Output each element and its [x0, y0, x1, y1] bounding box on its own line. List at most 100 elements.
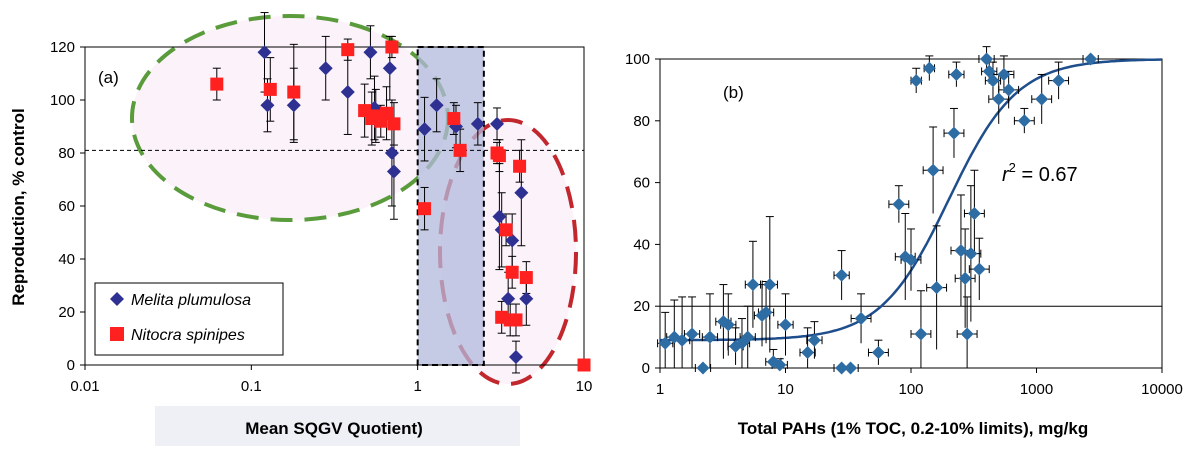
data-point-nitocra: [387, 117, 401, 131]
data-point: [1035, 92, 1049, 106]
data-point: [773, 358, 787, 372]
legend-marker-nitocra: [110, 327, 124, 341]
y-tick-label: 100: [625, 51, 650, 68]
data-point: [746, 278, 760, 292]
data-point-nitocra: [509, 313, 523, 327]
y-tick-label: 80: [633, 113, 650, 130]
data-point-nitocra: [492, 149, 506, 163]
data-point: [741, 330, 755, 344]
data-point-nitocra: [418, 202, 432, 216]
data-point: [703, 330, 717, 344]
legend-label-nitocra: Nitocra spinipes: [131, 327, 245, 344]
data-point-nitocra: [380, 106, 394, 120]
data-point: [801, 346, 815, 360]
data-point-melita: [519, 291, 534, 306]
x-tick-label: 1000: [1020, 381, 1053, 398]
data-point-melita: [514, 185, 529, 200]
data-point-nitocra: [287, 85, 301, 99]
data-point: [947, 126, 961, 140]
r-squared-annotation: r2 = 0.67: [1002, 160, 1078, 186]
x-tick-label: 1: [656, 381, 664, 398]
x-tick-label: 10: [777, 381, 794, 398]
y-tick-label: 120: [50, 39, 75, 56]
panel-b-marks: [657, 46, 1099, 375]
data-point-nitocra: [341, 43, 355, 57]
data-point-melita: [429, 98, 444, 113]
data-point: [914, 327, 928, 341]
data-point-melita: [508, 350, 523, 365]
y-tick-label: 60: [58, 198, 75, 215]
data-point-melita: [340, 85, 355, 100]
data-point-melita: [318, 61, 333, 76]
panel-b: 1 10 100 1000 10000 0 20 40 60 80 100 (b) r2 = 0.6…: [625, 46, 1183, 438]
data-point: [835, 268, 849, 282]
data-point: [986, 74, 1000, 88]
legend-marker-melita: [110, 292, 124, 306]
y-tick-label: 20: [633, 298, 650, 315]
panel-a-label: (a): [98, 68, 119, 87]
panel-a-x-axis-label: Mean SQGV Quotient): [245, 419, 423, 438]
panel-b-ticks: 1 10 100 1000 10000 0 20 40 60 80 100: [625, 51, 1183, 398]
panel-b-label: (b): [723, 83, 744, 102]
data-point: [982, 64, 996, 78]
data-point: [958, 271, 972, 285]
data-point-nitocra: [513, 159, 527, 173]
x-tick-label: 10000: [1141, 381, 1183, 398]
data-point-nitocra: [385, 40, 399, 54]
data-point-nitocra: [263, 82, 277, 96]
panel-a-marks: [210, 12, 591, 374]
data-point: [763, 278, 777, 292]
data-point: [854, 312, 868, 326]
y-tick-label: 80: [58, 145, 75, 162]
data-point-melita: [382, 61, 397, 76]
data-point: [779, 318, 792, 332]
data-point: [922, 61, 936, 75]
data-point-nitocra: [453, 143, 467, 157]
y-tick-label: 0: [67, 357, 75, 374]
data-point: [807, 333, 821, 347]
data-point-nitocra: [499, 223, 513, 237]
data-point-melita: [470, 116, 485, 131]
x-tick-label: 0.01: [70, 378, 99, 395]
y-tick-label: 0: [642, 360, 650, 377]
data-point-melita: [260, 98, 275, 113]
panel-b-x-axis-label: Total PAHs (1% TOC, 0.2-10% limits), mg/…: [738, 419, 1088, 438]
data-point: [675, 333, 689, 347]
data-point-melita: [286, 98, 301, 113]
x-tick-label: 0.1: [241, 378, 262, 395]
data-point: [972, 262, 986, 276]
data-point-melita: [363, 45, 378, 60]
data-point: [964, 247, 978, 261]
y-tick-label: 60: [633, 175, 650, 192]
data-point-melita: [417, 122, 432, 137]
data-point: [926, 163, 940, 177]
panel-a-legend: Melita plumulosa Nitocra spinipes: [94, 282, 284, 356]
data-point: [1084, 52, 1098, 66]
r-symbol: r: [1002, 164, 1010, 186]
panel-b-plot-frame: [659, 58, 1163, 369]
data-point: [997, 67, 1011, 81]
data-point: [759, 305, 773, 319]
data-point: [930, 281, 944, 295]
data-point-melita: [384, 146, 399, 160]
data-point-melita: [501, 291, 516, 306]
panel-a-y-axis-label: Reproduction, % control: [9, 108, 28, 305]
x-tick-label: 100: [898, 381, 923, 398]
r-superscript: 2: [1009, 160, 1016, 175]
data-point: [1017, 114, 1031, 128]
data-point: [685, 327, 699, 341]
data-point-nitocra: [505, 265, 519, 279]
y-tick-label: 40: [58, 251, 75, 268]
y-tick-label: 100: [50, 92, 75, 109]
data-point: [721, 318, 735, 332]
data-point: [658, 336, 672, 350]
data-point: [992, 92, 1006, 106]
data-point: [960, 327, 974, 341]
x-tick-label: 10: [576, 378, 593, 395]
data-point: [1002, 83, 1016, 97]
data-point: [904, 253, 918, 267]
data-point: [909, 74, 923, 88]
